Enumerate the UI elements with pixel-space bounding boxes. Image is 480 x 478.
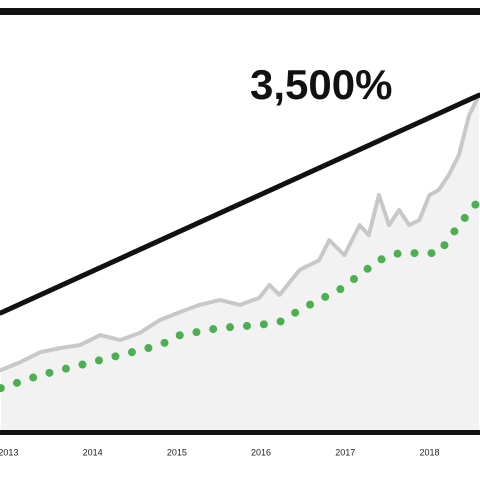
line xyxy=(0,93,480,373)
annotation: 3,500% xyxy=(250,61,392,108)
x-tick-label: 2014 xyxy=(83,447,103,457)
plot-area xyxy=(0,92,480,432)
x-tick-label: 2016 xyxy=(251,447,271,457)
line xyxy=(0,92,480,316)
x-tick-label: 2013 xyxy=(0,447,18,457)
x-axis xyxy=(0,430,480,435)
x-tick-label: 2018 xyxy=(419,447,439,457)
x-tick-label: 2015 xyxy=(167,447,187,457)
area xyxy=(0,95,480,432)
top-frame xyxy=(0,8,480,15)
x-tick-label: 2017 xyxy=(335,447,355,457)
